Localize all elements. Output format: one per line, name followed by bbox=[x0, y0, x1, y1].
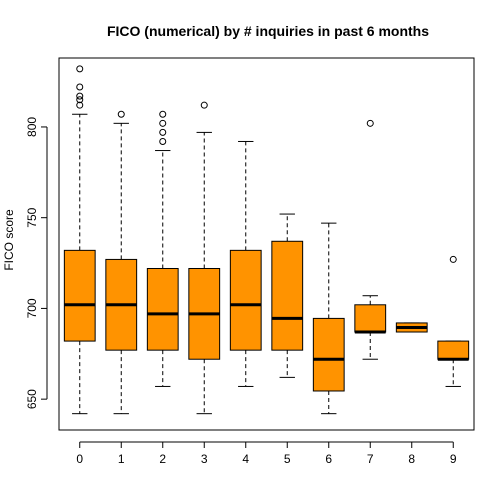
box-4 bbox=[229, 249, 262, 351]
y-tick-label-750: 750 bbox=[25, 207, 39, 227]
x-tick-label-3: 3 bbox=[201, 452, 208, 466]
y-tick-label-800: 800 bbox=[25, 117, 39, 137]
chart-title: FICO (numerical) by # inquiries in past … bbox=[107, 23, 429, 39]
outlier-0-4 bbox=[76, 65, 84, 73]
outlier-9-0 bbox=[449, 255, 457, 263]
outlier-0-1 bbox=[76, 96, 84, 104]
box-5 bbox=[271, 240, 304, 351]
x-tick-label-4: 4 bbox=[242, 452, 249, 466]
y-axis-label: FICO score bbox=[2, 209, 16, 271]
x-tick-label-8: 8 bbox=[408, 452, 415, 466]
outlier-2-2 bbox=[159, 119, 167, 127]
box-9 bbox=[437, 340, 470, 360]
outlier-2-3 bbox=[159, 110, 167, 118]
y-tick-label-700: 700 bbox=[25, 298, 39, 318]
outlier-2-0 bbox=[159, 137, 167, 145]
x-tick-label-1: 1 bbox=[118, 452, 125, 466]
y-tick-label-650: 650 bbox=[25, 389, 39, 409]
x-tick-label-0: 0 bbox=[76, 452, 83, 466]
outlier-2-1 bbox=[159, 128, 167, 136]
outlier-3-0 bbox=[200, 101, 208, 109]
outlier-0-3 bbox=[76, 83, 84, 91]
outlier-7-0 bbox=[366, 119, 374, 127]
outlier-0-2 bbox=[76, 92, 84, 100]
x-tick-label-5: 5 bbox=[284, 452, 291, 466]
x-tick-label-2: 2 bbox=[159, 452, 166, 466]
box-2 bbox=[146, 267, 179, 351]
x-tick-label-7: 7 bbox=[367, 452, 374, 466]
box-6 bbox=[312, 317, 345, 392]
outlier-0-0 bbox=[76, 101, 84, 109]
plot-frame bbox=[58, 57, 475, 431]
outlier-1-0 bbox=[117, 110, 125, 118]
plot-area: 650 700 750 800 0 1 2 3 4 5 6 7 8 9 bbox=[25, 57, 475, 466]
x-tick-label-9: 9 bbox=[450, 452, 457, 466]
x-tick-label-6: 6 bbox=[325, 452, 332, 466]
box-0 bbox=[63, 249, 96, 342]
box-7 bbox=[354, 304, 387, 333]
